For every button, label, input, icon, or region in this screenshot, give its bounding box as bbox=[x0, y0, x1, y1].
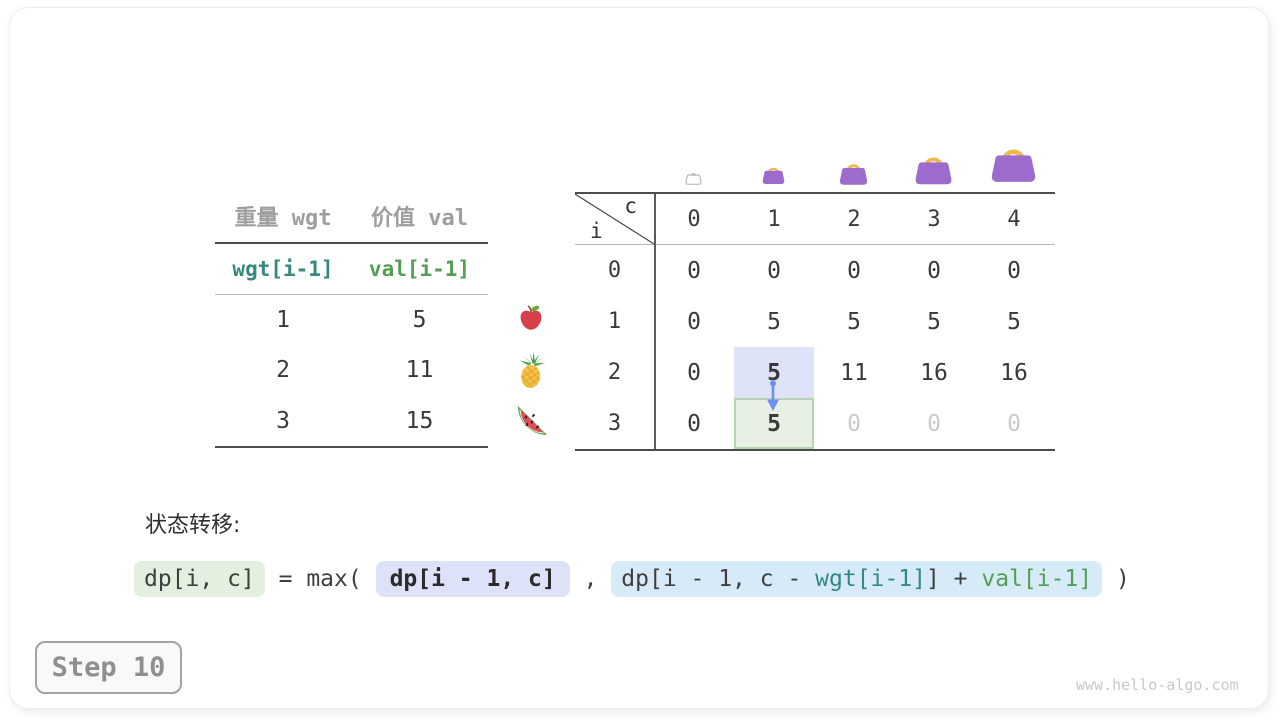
watermelon-icon bbox=[518, 406, 547, 435]
dp-table: c i 0 1 2 3 4 0 0 0 0 0 0 1 0 5 5 5 5 2 … bbox=[575, 192, 1055, 451]
dp-cell: 0 bbox=[767, 257, 781, 284]
dp-cell: 0 bbox=[1007, 257, 1021, 284]
dp-cell: 0 bbox=[1007, 410, 1021, 437]
take-plus: + bbox=[939, 566, 982, 592]
table-row: 1 5 bbox=[215, 295, 488, 345]
item-weight: 2 bbox=[276, 357, 290, 384]
apple-icon bbox=[520, 305, 542, 330]
bag-capacity-4-icon bbox=[989, 138, 1038, 184]
dp-row-3: 3 0 5 0 0 0 bbox=[575, 398, 1055, 449]
transition-arrow-icon bbox=[767, 380, 779, 411]
take-wgt-term: wgt[i-1] bbox=[815, 566, 926, 592]
dp-cell: 16 bbox=[920, 359, 948, 386]
item-value: 15 bbox=[405, 407, 434, 434]
dp-current-chip: dp[i, c] bbox=[134, 561, 265, 597]
state-transition-formula: dp[i, c] = max( dp[i - 1, c] , dp[i - 1,… bbox=[134, 561, 1130, 597]
item-value: 11 bbox=[405, 357, 434, 384]
dp-cell: 0 bbox=[927, 257, 941, 284]
dp-cell: 16 bbox=[1000, 359, 1028, 386]
items-table-body: 1 5 2 11 3 15 bbox=[215, 295, 488, 448]
dp-table-header-row: c i 0 1 2 3 4 bbox=[575, 194, 1055, 245]
dp-cell: 11 bbox=[840, 359, 868, 386]
dp-cell: 0 bbox=[687, 410, 701, 437]
bag-capacity-1-icon bbox=[761, 167, 786, 185]
items-table-index-row: wgt[i-1] val[i-1] bbox=[215, 244, 488, 295]
capacity-header: 4 bbox=[1007, 206, 1021, 232]
comma-text: , bbox=[569, 566, 612, 592]
dp-cell: 5 bbox=[767, 308, 781, 335]
weight-column-header: 重量 wgt bbox=[234, 206, 332, 231]
item-variable-label: i bbox=[590, 219, 603, 243]
item-value: 5 bbox=[412, 307, 427, 334]
items-table-header: 重量 wgt 价值 val bbox=[215, 190, 488, 244]
dp-cell: 5 bbox=[927, 308, 941, 335]
capacity-header: 3 bbox=[927, 206, 941, 232]
dp-table-vertical-divider bbox=[654, 194, 656, 449]
watermark: www.hello-algo.com bbox=[1076, 676, 1239, 694]
bag-capacity-0-icon bbox=[685, 173, 702, 185]
capacity-header: 1 bbox=[767, 206, 781, 232]
dp-cell: 0 bbox=[687, 308, 701, 335]
table-row: 2 11 bbox=[215, 345, 488, 395]
closing-paren-text: ) bbox=[1102, 566, 1130, 592]
dp-cell: 5 bbox=[1007, 308, 1021, 335]
wgt-index-label: wgt[i-1] bbox=[232, 257, 334, 281]
option-keep-chip: dp[i - 1, c] bbox=[375, 561, 570, 597]
dp-row-2: 2 0 5 11 16 16 bbox=[575, 347, 1055, 398]
row-index: 0 bbox=[607, 258, 622, 283]
dp-row-1: 1 0 5 5 5 5 bbox=[575, 296, 1055, 347]
row-index: 2 bbox=[607, 360, 622, 385]
take-val-term: val[i-1] bbox=[981, 566, 1093, 592]
dp-cell: 0 bbox=[687, 257, 701, 284]
row-index: 3 bbox=[607, 411, 622, 436]
take-prefix: dp[i - 1, c - bbox=[621, 566, 816, 592]
diagonal-divider-icon bbox=[575, 194, 654, 244]
capacity-header: 0 bbox=[687, 206, 701, 232]
bag-capacity-3-icon bbox=[913, 157, 954, 186]
dp-row-0: 0 0 0 0 0 0 bbox=[575, 245, 1055, 296]
state-transition-label: 状态转移: bbox=[145, 513, 241, 538]
dp-cell: 0 bbox=[847, 257, 861, 284]
capacity-variable-label: c bbox=[624, 194, 637, 218]
take-close-bracket: ] bbox=[925, 566, 940, 592]
value-column-header: 价值 val bbox=[371, 206, 468, 231]
row-index: 1 bbox=[607, 309, 622, 334]
dp-table-corner-cell: c i bbox=[575, 194, 654, 244]
bag-capacity-2-icon bbox=[838, 164, 869, 186]
capacity-header: 2 bbox=[847, 206, 861, 232]
table-row: 3 15 bbox=[215, 396, 488, 446]
dp-cell: 5 bbox=[847, 308, 861, 335]
dp-cell: 0 bbox=[927, 410, 941, 437]
step-badge: Step 10 bbox=[35, 641, 182, 694]
pineapple-icon bbox=[519, 351, 546, 388]
item-weight: 1 bbox=[276, 307, 290, 334]
items-table: 重量 wgt 价值 val wgt[i-1] val[i-1] 1 5 2 11… bbox=[215, 190, 488, 448]
item-weight: 3 bbox=[276, 407, 290, 434]
dp-cell: 0 bbox=[847, 410, 861, 437]
equals-max-text: = max( bbox=[264, 566, 376, 592]
val-index-label: val[i-1] bbox=[368, 257, 471, 281]
option-take-chip: dp[i - 1, c - wgt[i-1]] + val[i-1] bbox=[611, 561, 1103, 597]
dp-cell: 0 bbox=[687, 359, 701, 386]
